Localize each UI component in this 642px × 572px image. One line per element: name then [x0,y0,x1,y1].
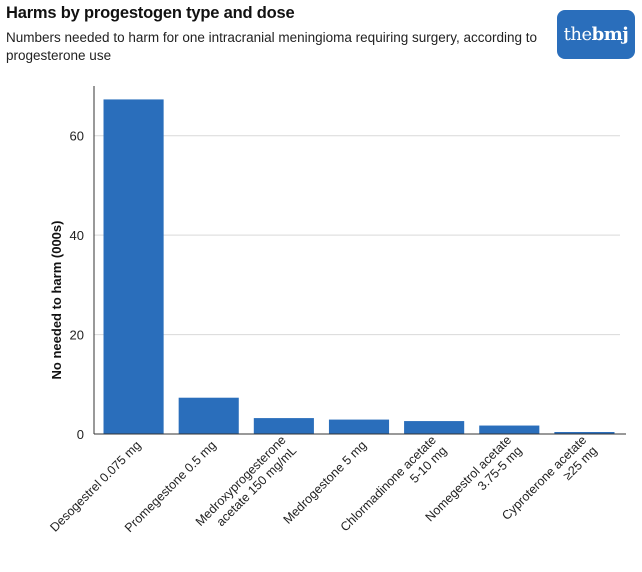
y-axis-label: No needed to harm (000s) [49,221,64,380]
chart-subtitle: Numbers needed to harm for one intracran… [6,30,538,63]
bar [328,419,390,434]
grid-lines [94,135,620,336]
bar [253,418,314,434]
logo-text-bmj: bmj [591,24,629,45]
y-tick-label: 40 [70,228,84,243]
bar [404,421,465,434]
bar [554,432,615,434]
axes: 0 20 40 60 [70,86,626,442]
bar [479,425,540,434]
chart-title: Harms by progestogen type and dose [6,4,295,22]
y-tick-label: 20 [70,328,84,343]
y-tick-label: 0 [77,427,84,442]
logo-text-the: the [563,24,592,45]
bar [178,397,239,434]
bmj-logo: the bmj [557,10,635,59]
bars [103,99,615,435]
bar [103,99,164,435]
y-tick-label: 60 [70,129,84,144]
